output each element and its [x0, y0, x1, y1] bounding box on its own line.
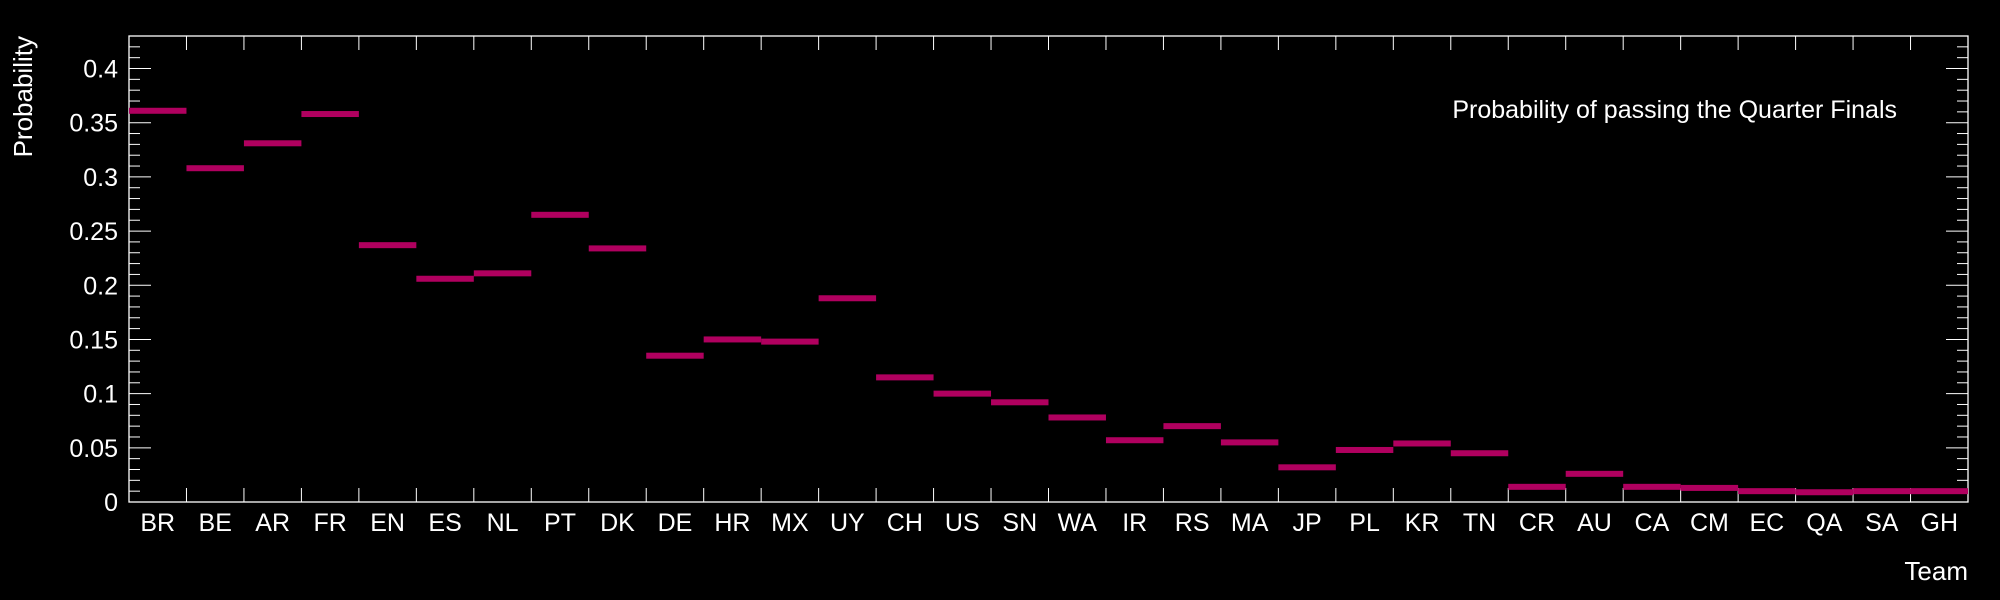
bar-marker-cr [1508, 483, 1566, 490]
x-tick-label: CR [1519, 509, 1555, 537]
x-tick-label: FR [313, 509, 346, 537]
x-tick-label: PT [544, 509, 576, 537]
x-tick-label: SN [1002, 509, 1037, 537]
x-tick-label: NL [487, 509, 519, 537]
x-tick-label: JP [1293, 509, 1322, 537]
bar-marker-kr [1393, 440, 1451, 447]
y-tick-label: 0 [104, 489, 118, 517]
x-tick-label: TN [1463, 509, 1496, 537]
x-tick-label: WA [1058, 509, 1098, 537]
bar-marker-wa [1048, 414, 1106, 421]
y-tick-label: 0.3 [83, 164, 118, 192]
bar-marker-pl [1335, 446, 1394, 453]
bar-marker-ch [876, 374, 934, 381]
y-tick-label: 0.35 [69, 110, 118, 138]
bar-marker-en [358, 242, 417, 249]
x-tick-label: IR [1122, 509, 1147, 537]
x-tick-label: MX [771, 509, 809, 537]
x-tick-label: GH [1921, 509, 1959, 537]
bar-marker-ec [1738, 488, 1796, 495]
bar-marker-hr [703, 336, 762, 343]
bar-marker-cm [1680, 484, 1739, 491]
bar-markers [129, 107, 1968, 496]
bar-marker-ca [1623, 483, 1681, 490]
bar-marker-ir [1105, 437, 1164, 444]
x-tick-label: CH [887, 509, 923, 537]
x-tick-label: EN [370, 509, 405, 537]
x-tick-label: US [945, 509, 980, 537]
bar-marker-de [646, 352, 704, 359]
bar-marker-mx [761, 338, 819, 345]
y-tick-label: 0.15 [69, 326, 118, 354]
bar-marker-uy [818, 295, 877, 302]
x-tick-label: PL [1349, 509, 1380, 537]
bar-marker-br [129, 107, 187, 114]
y-tick-label: 0.4 [83, 56, 118, 84]
x-tick-label: CA [1635, 509, 1670, 537]
y-axis-label: Probability [8, 36, 38, 157]
bar-marker-be [186, 165, 244, 172]
x-tick-label: CM [1690, 509, 1729, 537]
bar-marker-ma [1220, 439, 1279, 446]
x-tick-label: SA [1865, 509, 1899, 537]
x-axis-label: Team [1904, 556, 1968, 586]
x-tick-label: BR [140, 509, 175, 537]
x-tick-label: HR [714, 509, 750, 537]
bar-marker-nl [473, 270, 532, 277]
x-tick-label: BE [199, 509, 232, 537]
chart-annotation: Probability of passing the Quarter Final… [1452, 96, 1897, 124]
bar-marker-qa [1795, 489, 1854, 496]
bar-marker-sa [1853, 488, 1911, 495]
x-tick-label: KR [1405, 509, 1440, 537]
x-tick-label: QA [1806, 509, 1842, 537]
bar-marker-rs [1163, 423, 1221, 430]
bar-marker-pt [531, 211, 589, 218]
bar-marker-gh [1910, 488, 1968, 495]
bar-marker-es [416, 275, 474, 282]
x-tick-label: RS [1175, 509, 1210, 537]
x-tick-label: AR [255, 509, 290, 537]
bar-marker-sn [991, 399, 1049, 406]
x-tick-label: ES [428, 509, 461, 537]
bar-marker-fr [301, 111, 359, 118]
x-tick-label: EC [1749, 509, 1784, 537]
x-tick-label: UY [830, 509, 865, 537]
y-tick-label: 0.2 [83, 272, 118, 300]
x-tick-label: DE [658, 509, 693, 537]
x-tick-label: MA [1231, 509, 1269, 537]
axes: 0 0.05 0.1 0.15 0.2 0.25 0.3 0.35 0.4 BR BE AR FR EN E… [69, 35, 1969, 537]
bar-marker-us [933, 390, 992, 397]
bar-marker-tn [1450, 450, 1509, 457]
y-tick-label: 0.1 [83, 381, 118, 409]
bar-marker-jp [1278, 464, 1336, 471]
bar-marker-ar [243, 140, 302, 147]
y-tick-label: 0.05 [69, 435, 118, 463]
y-tick-label: 0.25 [69, 218, 118, 246]
x-tick-label: AU [1577, 509, 1612, 537]
bar-marker-dk [588, 245, 647, 252]
x-tick-label: DK [600, 509, 635, 537]
bar-marker-au [1565, 470, 1624, 477]
